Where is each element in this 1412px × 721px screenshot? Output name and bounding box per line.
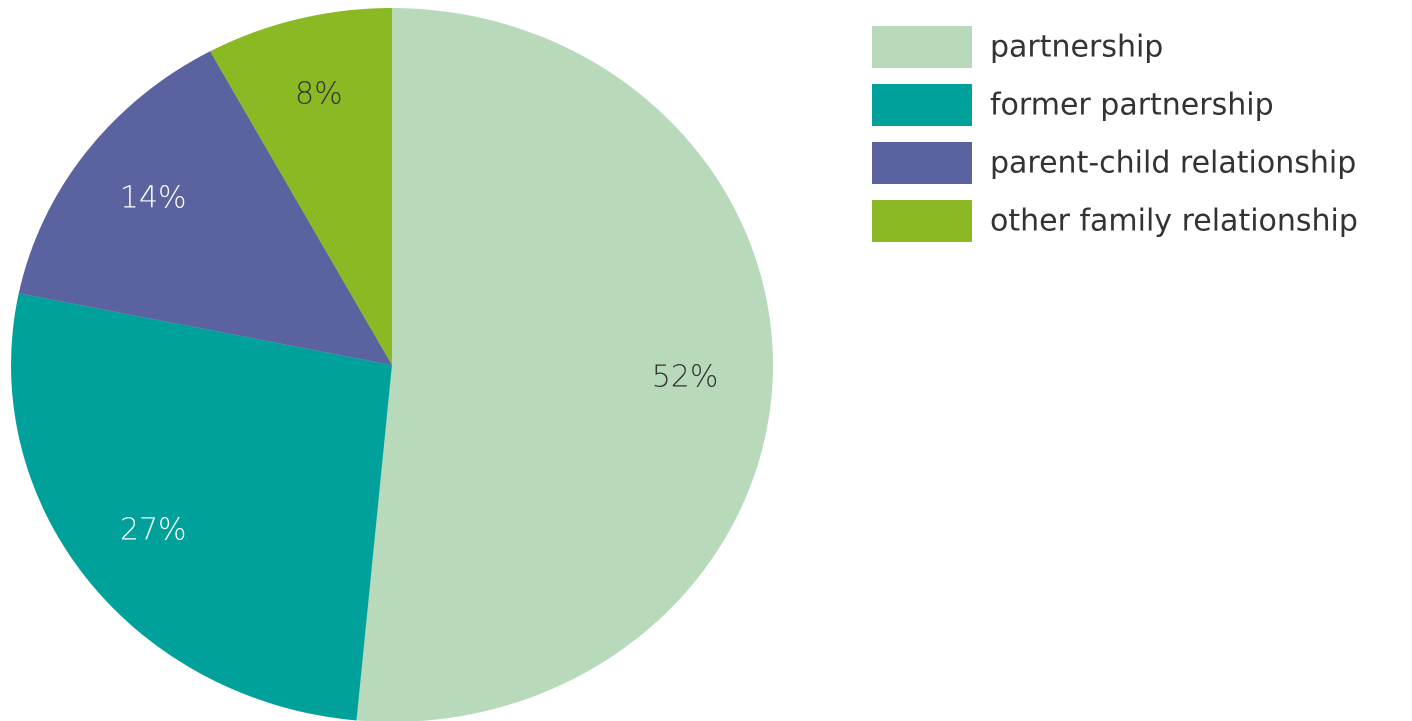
legend-swatch [872,26,972,68]
legend-label: partnership [990,30,1163,65]
pie-slice [210,8,392,365]
slice-label: 52% [652,359,719,394]
slice-label: 27% [120,512,187,547]
legend-label: parent-child relationship [990,146,1356,181]
legend-label: former partnership [990,88,1274,123]
legend-swatch [872,200,972,242]
legend-swatch [872,142,972,184]
slice-label: 14% [120,181,187,216]
slice-label: 8% [295,77,343,112]
legend-swatch [872,84,972,126]
legend-label: other family relationship [990,204,1358,239]
pie-slice [10,293,392,721]
pie-slice [18,51,393,365]
pie-slice [356,8,773,721]
